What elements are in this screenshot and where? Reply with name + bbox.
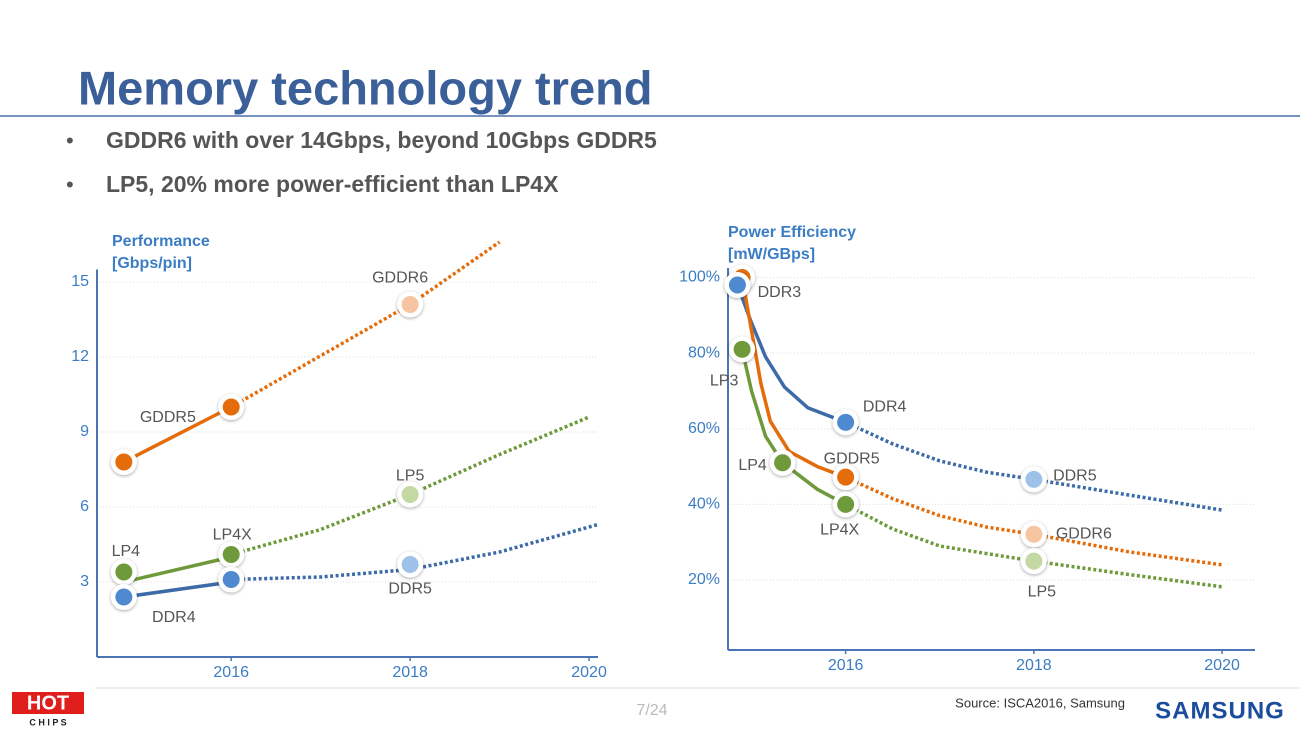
trend-line [740, 348, 847, 506]
point-label: DDR4 [152, 609, 196, 626]
data-point [837, 413, 855, 431]
data-point [1025, 470, 1043, 488]
source: Source: ISCA2016, Samsung [955, 695, 1125, 710]
point-label: GDDR6 [1056, 525, 1112, 542]
page-number: 7/24 [636, 702, 667, 719]
axis-title: [mW/GBps] [728, 246, 815, 263]
bullet: GDDR6 with over 14Gbps, beyond 10Gbps GD… [106, 127, 657, 153]
y-tick-label: 9 [80, 423, 89, 440]
data-point [115, 588, 133, 606]
point-label: GDDR5 [140, 409, 196, 426]
data-point [222, 546, 240, 563]
point-label: DDR5 [1053, 468, 1097, 485]
point-label: LP4 [112, 543, 141, 560]
y-tick-label: 6 [80, 498, 89, 515]
data-point [401, 296, 419, 313]
y-tick-label: 80% [688, 344, 720, 361]
trend-line [123, 405, 232, 464]
data-point [401, 486, 419, 503]
data-point [733, 340, 751, 358]
bullet: LP5, 20% more power-efficient than LP4X [106, 171, 559, 197]
point-label: LP4X [820, 522, 859, 539]
projection-line [844, 420, 1223, 512]
logo-bottom: C H I P S [29, 717, 66, 727]
axis-title: Performance [112, 233, 210, 250]
data-point [774, 454, 792, 472]
data-point [837, 495, 855, 513]
data-point [115, 453, 133, 471]
point-label: LP5 [396, 468, 425, 485]
x-tick-label: 2018 [1016, 657, 1052, 674]
brand-logo: SAMSUNG [1155, 697, 1285, 724]
slide-title: Memory technology trend [78, 61, 653, 114]
trend-line [123, 580, 232, 599]
y-tick-label: 15 [71, 273, 89, 290]
point-label: GDDR6 [372, 270, 428, 287]
bullet-dot: • [66, 128, 74, 153]
trend-line [123, 555, 232, 584]
data-point [1025, 552, 1043, 570]
projection-line [844, 475, 1223, 567]
axis-title: [Gbps/pin] [112, 255, 192, 272]
data-point [222, 571, 240, 588]
point-label: LP4 [738, 457, 767, 474]
y-tick-label: 100% [679, 269, 720, 286]
data-point [1025, 525, 1043, 543]
y-tick-label: 60% [688, 420, 720, 437]
point-label: DDR5 [388, 581, 432, 598]
projection-line [231, 522, 599, 582]
point-label: DDR3 [758, 284, 802, 301]
y-tick-label: 40% [688, 496, 720, 513]
projection-line [230, 240, 501, 409]
point-label: DDR4 [863, 399, 907, 416]
point-label: LP5 [1028, 583, 1057, 600]
x-tick-label: 2016 [828, 657, 864, 674]
y-tick-label: 12 [71, 348, 89, 365]
point-label: LP3 [710, 373, 739, 390]
data-point [115, 563, 133, 581]
data-point [222, 398, 240, 416]
bullet-dot: • [66, 172, 74, 197]
x-tick-label: 2020 [1204, 657, 1240, 674]
data-point [728, 276, 746, 294]
y-tick-label: 20% [688, 571, 720, 588]
point-label: LP4X [213, 527, 252, 544]
x-tick-label: 2018 [392, 664, 428, 681]
data-point [837, 468, 855, 486]
logo-block [12, 692, 84, 714]
y-tick-label: 3 [80, 573, 89, 590]
projection-line [844, 502, 1223, 589]
point-label: GDDR5 [824, 450, 880, 467]
axis-title: Power Efficiency [728, 224, 856, 241]
x-tick-label: 2020 [571, 664, 607, 681]
logo-top: HOT [27, 692, 69, 714]
x-tick-label: 2016 [213, 664, 249, 681]
trend-line [740, 277, 847, 479]
data-point [401, 556, 419, 573]
